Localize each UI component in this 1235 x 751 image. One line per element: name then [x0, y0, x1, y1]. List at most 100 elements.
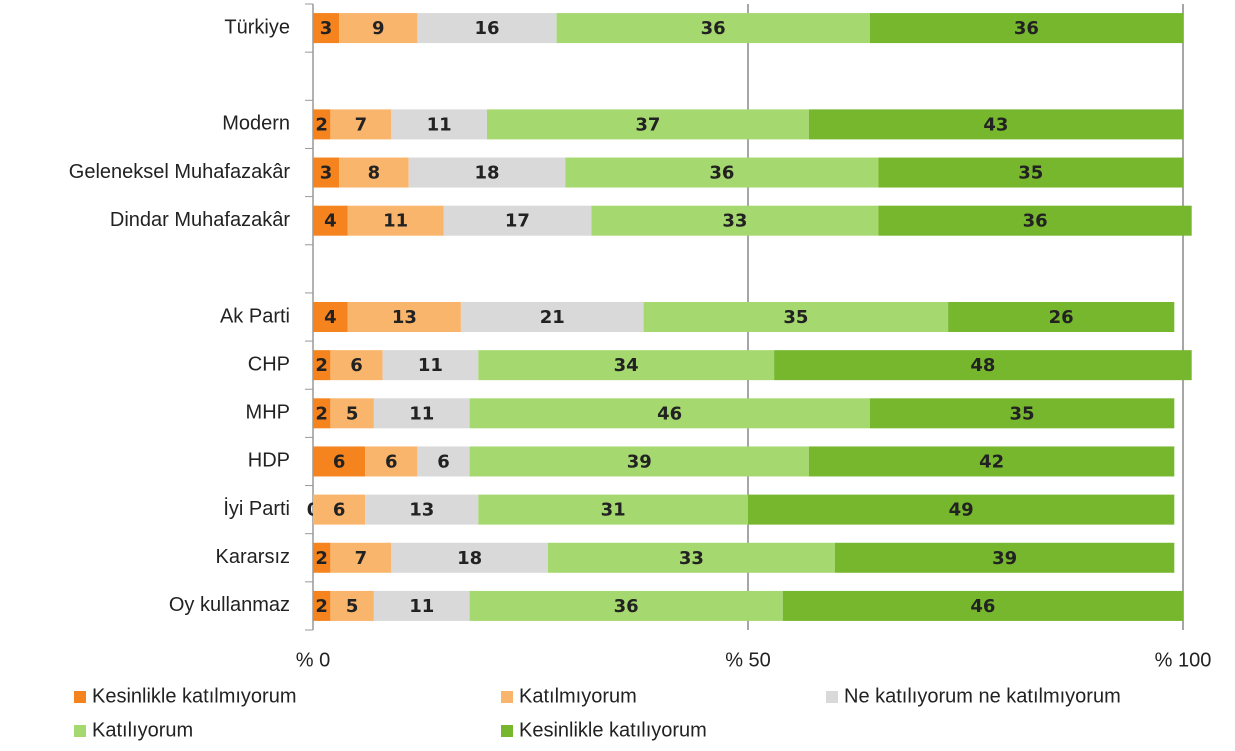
value-label: 33	[679, 548, 704, 569]
legend-label: Ne katılıyorum ne katılmıyorum	[844, 685, 1121, 707]
value-label: 35	[783, 307, 808, 328]
value-label: 4	[324, 211, 337, 232]
bar-segment	[808, 109, 1183, 140]
y-tick-label: Modern	[222, 113, 290, 135]
value-label: 6	[333, 451, 346, 472]
bar-segment	[469, 398, 870, 429]
bar-segment	[948, 302, 1175, 332]
y-tick-label: Geleneksel Muhafazakâr	[69, 161, 291, 183]
value-label: 11	[418, 355, 443, 376]
bar-segment	[643, 302, 949, 332]
value-label: 3	[320, 163, 333, 184]
value-label: 18	[474, 163, 499, 184]
value-label: 36	[1023, 211, 1048, 232]
bar-segment	[313, 13, 340, 44]
legend-swatch	[501, 725, 513, 737]
legend-label: Katılmıyorum	[519, 685, 637, 707]
y-tick-label: Oy kullanmaz	[169, 594, 290, 616]
value-label: 2	[315, 403, 328, 424]
bar-segment	[330, 109, 392, 140]
bar-segment	[330, 350, 383, 381]
bar-segment	[417, 446, 470, 477]
bar-segment	[365, 494, 479, 525]
bar-segment	[313, 109, 331, 140]
bar-segment	[869, 398, 1175, 429]
y-tick-label: İyi Parti	[223, 497, 290, 520]
value-label: 35	[1010, 403, 1035, 424]
value-label: 2	[315, 355, 328, 376]
value-label: 6	[385, 451, 398, 472]
y-tick-label: CHP	[248, 353, 290, 375]
value-label: 6	[350, 355, 363, 376]
legend-swatch	[501, 691, 513, 703]
legend-label: Kesinlikle katılmıyorum	[92, 685, 297, 707]
y-tick-label: Türkiye	[224, 16, 290, 38]
value-label: 48	[970, 355, 995, 376]
legend-swatch	[74, 691, 86, 703]
bar-segment	[313, 494, 366, 525]
value-label: 26	[1049, 307, 1074, 328]
bar-segment	[313, 157, 340, 188]
x-tick-label: % 50	[725, 649, 771, 671]
value-label: 5	[346, 596, 359, 617]
bar-segment	[774, 350, 1192, 381]
bar-segment	[469, 590, 783, 621]
value-label: 11	[383, 211, 408, 232]
x-tick-label: % 100	[1155, 649, 1212, 671]
bar-segment	[313, 350, 331, 381]
value-label: 43	[983, 114, 1008, 135]
bar-segment	[373, 398, 470, 429]
bar-segment	[417, 13, 557, 44]
value-label: 11	[409, 596, 434, 617]
bar-segment	[408, 157, 566, 188]
bar-segment	[313, 590, 331, 621]
value-label: 37	[635, 114, 660, 135]
value-label: 36	[701, 18, 726, 39]
value-label: 4	[324, 307, 337, 328]
y-tick-label: MHP	[246, 402, 290, 424]
y-tick-label: HDP	[248, 450, 290, 472]
value-label: 2	[315, 114, 328, 135]
bar-segment	[835, 542, 1175, 573]
value-label: 2	[315, 548, 328, 569]
value-label: 16	[474, 18, 499, 39]
bar-segment	[330, 398, 374, 429]
bar-segment	[313, 398, 331, 429]
bar-segment	[347, 205, 444, 236]
value-label: 7	[355, 114, 368, 135]
legend-swatch	[74, 725, 86, 737]
bar-segment	[382, 350, 479, 381]
bar-segment	[373, 590, 470, 621]
value-label: 7	[355, 548, 368, 569]
value-label: 49	[949, 500, 974, 521]
value-label: 9	[372, 18, 385, 39]
bar-segment	[365, 446, 418, 477]
value-label: 36	[1014, 18, 1039, 39]
value-label: 46	[657, 403, 682, 424]
value-label: 18	[457, 548, 482, 569]
y-tick-label: Kararsız	[216, 546, 290, 568]
bar-segment	[313, 302, 348, 332]
bar-segment	[878, 205, 1192, 236]
value-label: 34	[614, 355, 639, 376]
bar-segment	[391, 542, 548, 573]
bar-segment	[478, 350, 775, 381]
legend-label: Katılıyorum	[92, 719, 193, 741]
bar-segment	[878, 157, 1183, 188]
bar-segment	[391, 109, 487, 140]
bar-segment	[478, 494, 748, 525]
value-label: 31	[601, 500, 626, 521]
bar-segment	[313, 205, 348, 236]
value-label: 2	[315, 596, 328, 617]
bar-segment	[339, 13, 418, 44]
bar-segment	[547, 542, 835, 573]
bar-segment	[565, 157, 879, 188]
value-label: 13	[409, 500, 434, 521]
bar-segment	[313, 542, 331, 573]
bar-segment	[556, 13, 870, 44]
bar-segment	[487, 109, 809, 140]
value-label: 6	[437, 451, 450, 472]
value-label: 46	[970, 596, 995, 617]
bar-segment	[591, 205, 879, 236]
y-tick-label: Ak Parti	[220, 305, 290, 327]
